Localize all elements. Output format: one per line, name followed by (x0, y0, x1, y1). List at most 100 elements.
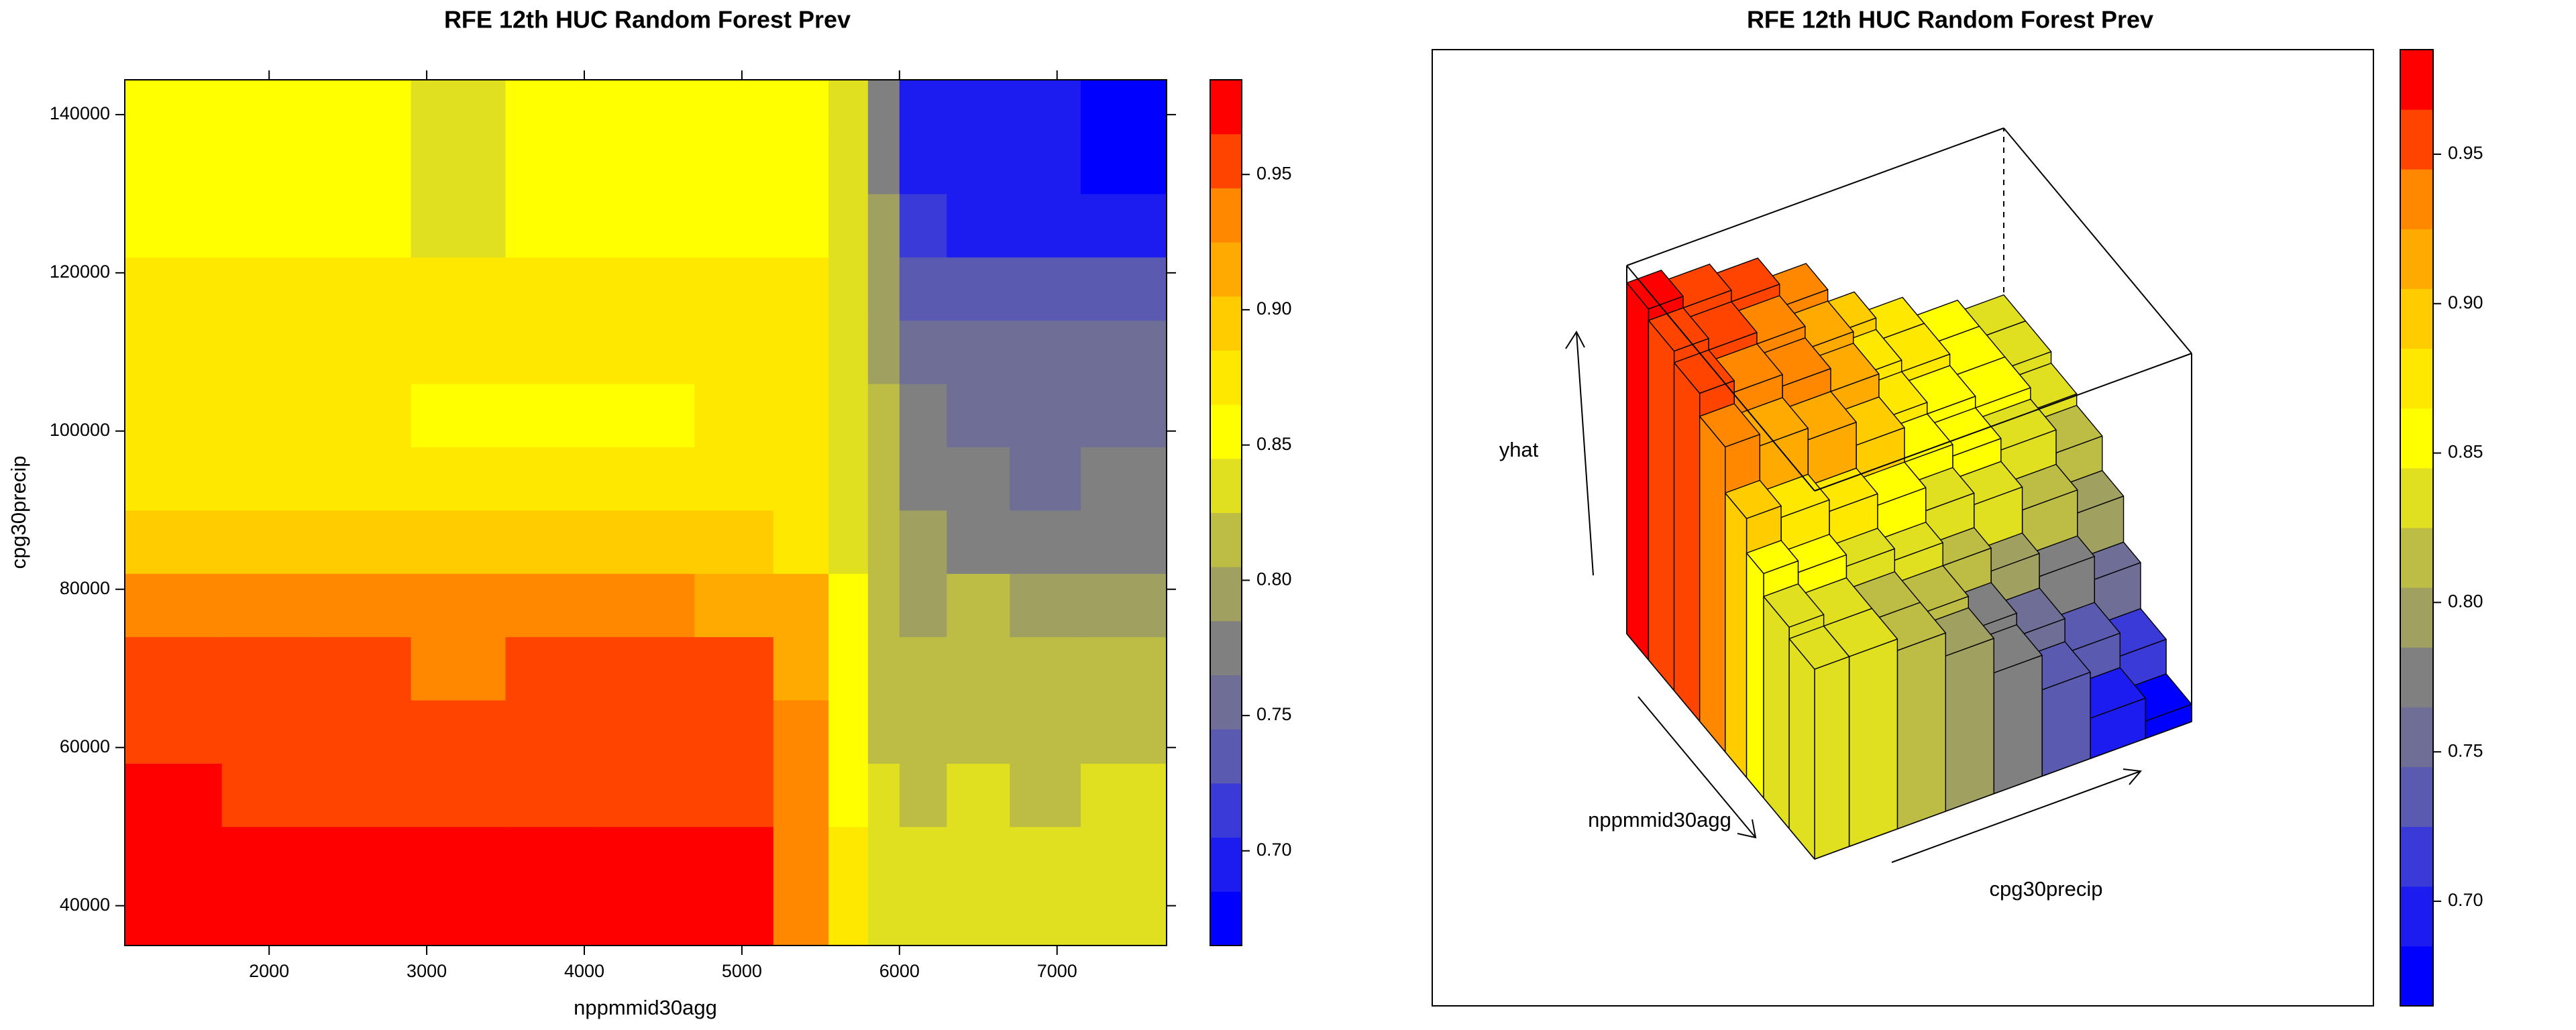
surface-side (1814, 656, 1850, 860)
cell (316, 257, 412, 321)
x-tick-label: 2000 (249, 961, 289, 981)
colorkey-tick-label: 0.70 (2448, 890, 2483, 910)
cell (316, 699, 412, 764)
cell (1080, 447, 1167, 511)
cell (694, 699, 774, 764)
cell (125, 130, 223, 194)
colorkey-band (2400, 348, 2433, 409)
cell (221, 573, 317, 638)
cell (505, 384, 601, 448)
cell (867, 699, 900, 764)
y-axis-label: cpg30precip (7, 456, 30, 569)
cell (505, 890, 601, 946)
cell (947, 257, 1010, 321)
colorkey-band (1210, 891, 1242, 946)
cell (947, 447, 1010, 511)
cell (505, 320, 601, 384)
surface (1626, 258, 2192, 860)
colorkey-band (2400, 288, 2433, 349)
cell (899, 636, 947, 701)
colorkey-band (2400, 647, 2433, 707)
cell (899, 890, 947, 946)
cell (316, 193, 412, 258)
cell (773, 130, 829, 194)
cell (828, 763, 869, 827)
cell (1080, 763, 1167, 827)
surface-top (1746, 540, 1799, 574)
cell (828, 257, 869, 321)
x-tick-label: 3000 (407, 961, 447, 981)
cell (316, 80, 412, 131)
surface-top (1763, 583, 1825, 628)
cell (125, 447, 223, 511)
colorkey-band (1210, 729, 1242, 784)
cell (1010, 193, 1081, 258)
cell (221, 80, 317, 131)
y-tick-label: 140000 (50, 103, 110, 123)
x-axis-label: nppmmid30agg (574, 996, 717, 1019)
cell (947, 636, 1010, 701)
colorkey-tick-label: 0.90 (1256, 298, 1292, 319)
plot-frame (124, 79, 1167, 946)
cell (947, 763, 1010, 827)
cell (694, 130, 774, 194)
surface-side (1626, 282, 1650, 661)
cell (1010, 699, 1081, 764)
cell (1080, 636, 1167, 701)
cell (125, 384, 223, 448)
colorkey-band (1210, 133, 1242, 188)
colorkey-band (2400, 408, 2433, 469)
z-arrow (1565, 331, 1594, 576)
surface-side (1725, 492, 1748, 778)
cell (867, 826, 900, 891)
cell (867, 890, 900, 946)
surface-top (1788, 625, 1850, 670)
surface-side (1673, 362, 1701, 722)
colorkey-tick-label: 0.80 (1256, 569, 1292, 589)
cell (828, 193, 869, 258)
cell (867, 510, 900, 574)
cell (316, 130, 412, 194)
colorkey-band (2400, 766, 2433, 827)
cell (505, 257, 601, 321)
cell (773, 573, 829, 638)
cell (947, 80, 1010, 131)
cell (1010, 636, 1081, 701)
cell (221, 636, 317, 701)
colorkey-tick-label: 0.75 (1256, 704, 1292, 724)
cell (221, 890, 317, 946)
cell (828, 636, 869, 701)
cell (600, 826, 696, 891)
cell (505, 130, 601, 194)
colorkey-band (1210, 350, 1242, 405)
cell (773, 636, 829, 701)
colorkey-frame (2400, 49, 2434, 1007)
colorkey-band (1210, 242, 1242, 297)
colorkey-band (1210, 675, 1242, 730)
surface-side (1848, 638, 1898, 847)
cell (505, 193, 601, 258)
x-tick-label: 7000 (1037, 961, 1077, 981)
colorkey-band (1210, 404, 1242, 459)
cell (947, 320, 1010, 384)
cell (773, 890, 829, 946)
cell (221, 447, 317, 511)
cell (1080, 573, 1167, 638)
cell (828, 447, 869, 511)
cell (773, 510, 829, 574)
cell (600, 257, 696, 321)
cell (828, 320, 869, 384)
colorkey-tick-label: 0.80 (2448, 591, 2483, 612)
surface-side (1788, 638, 1815, 860)
colorkey-tick-label: 0.75 (2448, 740, 2483, 760)
cell (867, 80, 900, 131)
surface-side (1993, 654, 2043, 795)
panel-frame (1432, 49, 2374, 1007)
cell (316, 320, 412, 384)
cell (899, 193, 947, 258)
cell (828, 699, 869, 764)
cell (411, 80, 506, 131)
cell (828, 130, 869, 194)
cell (505, 573, 601, 638)
